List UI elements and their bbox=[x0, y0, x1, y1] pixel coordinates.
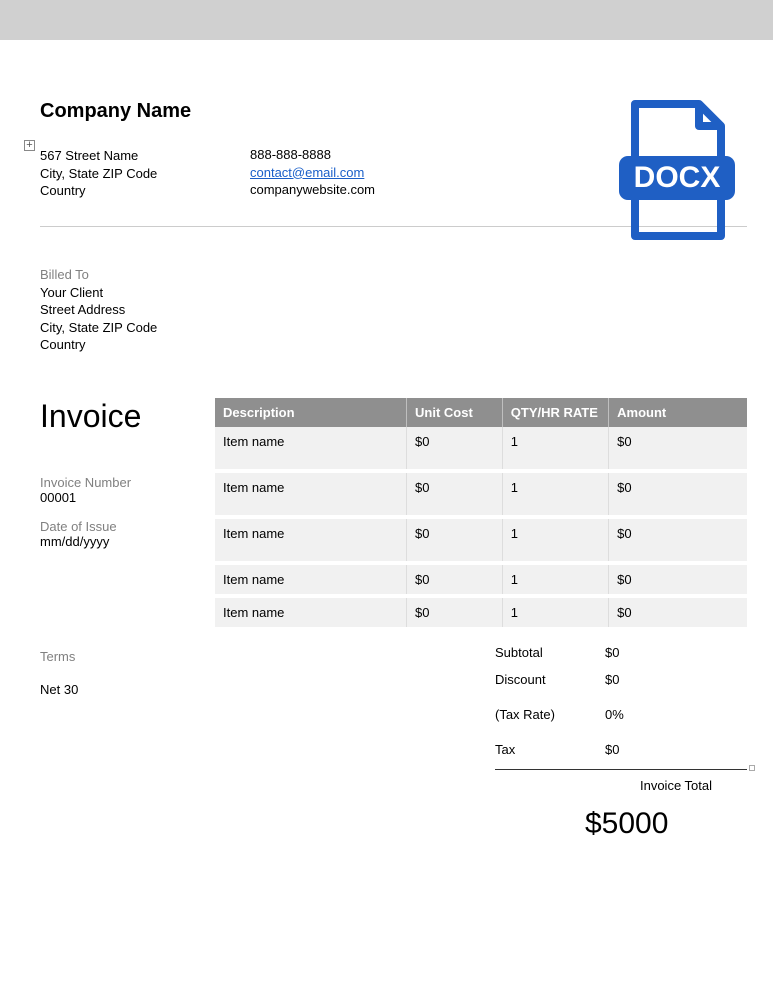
cell-qty: 1 bbox=[502, 427, 608, 471]
table-header-row: Description Unit Cost QTY/HR RATE Amount bbox=[215, 398, 747, 427]
cell-description: Item name bbox=[215, 596, 407, 629]
header-amount: Amount bbox=[609, 398, 747, 427]
invoice-meta: Invoice Invoice Number 00001 Date of Iss… bbox=[40, 398, 215, 703]
cell-unit-cost: $0 bbox=[407, 427, 503, 471]
company-country: Country bbox=[40, 182, 210, 200]
terms-value: Net 30 bbox=[40, 682, 215, 697]
header-description: Description bbox=[215, 398, 407, 427]
cell-unit-cost: $0 bbox=[407, 471, 503, 517]
tax-rate-label: (Tax Rate) bbox=[495, 707, 605, 722]
cell-unit-cost: $0 bbox=[407, 563, 503, 596]
company-email-link[interactable]: contact@email.com bbox=[250, 165, 364, 180]
app-toolbar bbox=[0, 0, 773, 40]
company-phone: 888-888-8888 bbox=[250, 146, 450, 164]
subtotal-label: Subtotal bbox=[495, 645, 605, 660]
header-qty: QTY/HR RATE bbox=[502, 398, 608, 427]
main-content: Invoice Invoice Number 00001 Date of Iss… bbox=[40, 398, 747, 841]
paragraph-mark-icon bbox=[749, 765, 755, 771]
tax-rate-row: (Tax Rate) 0% bbox=[495, 693, 747, 728]
subtotal-value: $0 bbox=[605, 645, 747, 660]
cell-amount: $0 bbox=[609, 471, 747, 517]
totals-block: Subtotal $0 Discount $0 (Tax Rate) 0% Ta… bbox=[495, 639, 747, 841]
cell-qty: 1 bbox=[502, 596, 608, 629]
invoice-number: 00001 bbox=[40, 490, 215, 505]
company-website: companywebsite.com bbox=[250, 181, 450, 199]
company-street: 567 Street Name bbox=[40, 147, 210, 165]
cell-amount: $0 bbox=[609, 596, 747, 629]
cell-qty: 1 bbox=[502, 563, 608, 596]
billed-country: Country bbox=[40, 336, 747, 354]
cell-amount: $0 bbox=[609, 517, 747, 563]
table-row: Item name $0 1 $0 bbox=[215, 471, 747, 517]
terms-label: Terms bbox=[40, 649, 215, 664]
cell-qty: 1 bbox=[502, 517, 608, 563]
table-row: Item name $0 1 $0 bbox=[215, 517, 747, 563]
invoice-number-label: Invoice Number bbox=[40, 475, 215, 490]
cell-description: Item name bbox=[215, 427, 407, 471]
billed-client: Your Client bbox=[40, 284, 747, 302]
date-of-issue: mm/dd/yyyy bbox=[40, 534, 215, 549]
company-city-state-zip: City, State ZIP Code bbox=[40, 165, 210, 183]
docx-label: DOCX bbox=[634, 161, 721, 194]
billed-to-block: Billed To Your Client Street Address Cit… bbox=[40, 267, 747, 354]
cell-description: Item name bbox=[215, 563, 407, 596]
discount-value: $0 bbox=[605, 672, 747, 687]
subtotal-row: Subtotal $0 bbox=[495, 639, 747, 666]
tax-row: Tax $0 bbox=[495, 728, 747, 763]
items-table: Description Unit Cost QTY/HR RATE Amount… bbox=[215, 398, 747, 631]
cell-unit-cost: $0 bbox=[407, 596, 503, 629]
table-row: Item name $0 1 $0 bbox=[215, 563, 747, 596]
cell-amount: $0 bbox=[609, 427, 747, 471]
tax-rate-value: 0% bbox=[605, 707, 747, 722]
billed-street: Street Address bbox=[40, 301, 747, 319]
totals-separator bbox=[495, 769, 747, 770]
invoice-total-label: Invoice Total bbox=[605, 778, 747, 793]
table-row: Item name $0 1 $0 bbox=[215, 596, 747, 629]
company-block: Company Name 567 Street Name City, State… bbox=[40, 100, 210, 200]
cell-unit-cost: $0 bbox=[407, 517, 503, 563]
table-anchor-icon[interactable]: + bbox=[24, 140, 35, 151]
billed-city-state-zip: City, State ZIP Code bbox=[40, 319, 747, 337]
line-items-section: Description Unit Cost QTY/HR RATE Amount… bbox=[215, 398, 747, 841]
cell-description: Item name bbox=[215, 517, 407, 563]
cell-description: Item name bbox=[215, 471, 407, 517]
table-row: Item name $0 1 $0 bbox=[215, 427, 747, 471]
company-name: Company Name bbox=[40, 100, 210, 123]
cell-amount: $0 bbox=[609, 563, 747, 596]
contact-block: 888-888-8888 contact@email.com companywe… bbox=[250, 100, 450, 199]
discount-row: Discount $0 bbox=[495, 666, 747, 693]
header-unit-cost: Unit Cost bbox=[407, 398, 503, 427]
invoice-total-amount: $5000 bbox=[585, 807, 747, 841]
discount-label: Discount bbox=[495, 672, 605, 687]
invoice-title: Invoice bbox=[40, 398, 215, 435]
cell-qty: 1 bbox=[502, 471, 608, 517]
document-page: + Company Name 567 Street Name City, Sta… bbox=[0, 40, 773, 881]
billed-to-label: Billed To bbox=[40, 267, 747, 282]
tax-label: Tax bbox=[495, 742, 605, 757]
date-of-issue-label: Date of Issue bbox=[40, 519, 215, 534]
header-section: Company Name 567 Street Name City, State… bbox=[40, 100, 747, 220]
docx-file-icon: DOCX bbox=[617, 100, 737, 243]
tax-value: $0 bbox=[605, 742, 747, 757]
